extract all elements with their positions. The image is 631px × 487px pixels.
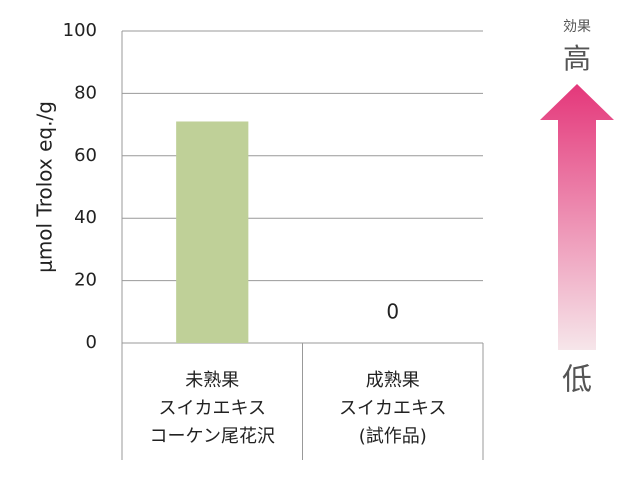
bar [176,121,249,343]
y-tick-label: 20 [74,270,97,291]
arrow-high: 高 [563,42,591,75]
arrow-low: 低 [562,363,592,398]
y-tick-label: 80 [74,82,97,103]
x-tick-label: コーケン尾花沢 [150,426,275,447]
y-axis-label: μmol Trolox eq./g [33,101,57,273]
y-tick-label: 60 [74,145,97,166]
y-tick-label: 0 [86,332,97,353]
y-tick-label: 100 [63,20,97,41]
x-tick-label: スイカエキス [159,398,266,419]
x-tick-label: 成熟果 [366,370,420,391]
data-label: 0 [386,300,399,324]
arrow-caption: 効果 [563,19,591,35]
y-tick-label: 40 [74,207,97,228]
x-tick-label: (試作品) [359,426,427,447]
x-tick-label: スイカエキス [339,398,446,419]
x-tick-label: 未熟果 [185,370,239,391]
effect-arrow [540,84,614,350]
